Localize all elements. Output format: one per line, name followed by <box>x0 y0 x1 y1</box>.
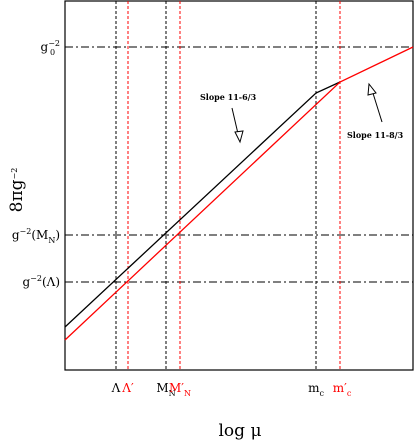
label-part: m′ <box>333 381 347 395</box>
arrows <box>231 82 383 144</box>
threshold-lines <box>115 1 341 370</box>
label: g−2(MN) <box>12 227 60 245</box>
label-part: N <box>169 389 176 398</box>
label: g−2 0 <box>41 39 60 57</box>
label-part: g <box>41 40 49 54</box>
label-part: c <box>347 389 352 398</box>
label-part: (Λ) <box>42 275 60 289</box>
label: MN <box>156 381 175 398</box>
annotation: Slope 11-8/3 <box>347 130 404 140</box>
label-part: N <box>48 236 55 245</box>
label-part: g <box>12 228 20 242</box>
label-part: Λ <box>111 381 121 395</box>
label: m′c <box>333 381 352 398</box>
label-part: 8πg <box>7 179 27 212</box>
annotation: Slope 11-6/3 <box>200 92 257 102</box>
label-part: −2 <box>10 168 19 180</box>
label-part: M <box>156 381 168 395</box>
arrow-head <box>234 130 244 144</box>
curve-black <box>64 81 341 328</box>
arrow <box>371 89 383 123</box>
label: log μ <box>218 421 261 441</box>
label-part: −2 <box>48 39 60 48</box>
label-part: N <box>184 389 191 398</box>
label-part: −2 <box>20 227 32 236</box>
label: Λ′ <box>121 381 134 395</box>
label: Λ <box>111 381 121 395</box>
curve-red <box>64 46 414 341</box>
label-part: log μ <box>218 421 261 441</box>
label: M′N <box>169 381 191 398</box>
label: mc <box>308 381 324 398</box>
reference-lines <box>65 46 413 283</box>
label-part: Λ′ <box>121 381 134 395</box>
label-part: ) <box>55 228 60 242</box>
label-part: 0 <box>50 48 55 57</box>
label-part: c <box>319 389 324 398</box>
label-part: m <box>308 381 320 395</box>
label-part: g <box>22 275 30 289</box>
plot-frame <box>64 0 414 371</box>
label-part: M′ <box>169 381 184 395</box>
label-part: (M <box>31 228 48 242</box>
label: g−2(Λ) <box>22 274 60 289</box>
arrow-head <box>367 82 377 96</box>
label-part: −2 <box>30 274 42 283</box>
label: 8πg−2 <box>7 168 27 213</box>
